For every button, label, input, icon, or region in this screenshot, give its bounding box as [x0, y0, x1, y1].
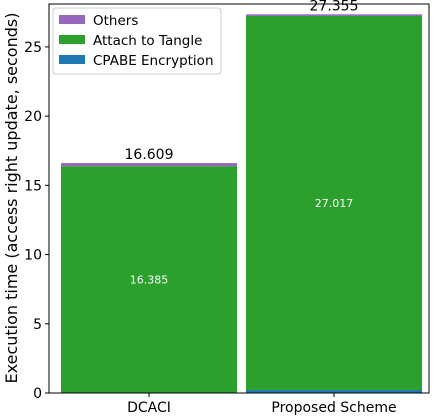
bar-attach-to-tangle-0	[61, 166, 237, 393]
bar-others-1	[246, 14, 422, 16]
legend: Others Attach to Tangle CPABE Encryption	[52, 7, 222, 75]
legend-label-1: Attach to Tangle	[93, 33, 202, 49]
total-label-1: 27.355	[310, 0, 359, 14]
inner-label-0: 16.385	[130, 274, 169, 287]
legend-swatch-2	[59, 55, 85, 64]
y-tick-label-4: 20	[24, 109, 42, 125]
y-tick-label-2: 10	[24, 248, 42, 264]
x-ticks: DCACI Proposed Scheme	[127, 393, 397, 416]
y-ticks: 0 5 10 15 20 25	[24, 40, 49, 402]
y-tick-label-5: 25	[24, 40, 42, 56]
bar-others-0	[61, 163, 237, 167]
bar-cpabe-encryption-1	[246, 389, 422, 393]
bars-layer	[61, 14, 422, 393]
total-label-0: 16.609	[125, 147, 174, 163]
y-axis-label: Execution time (access right update, sec…	[2, 13, 21, 384]
x-tick-label-0: DCACI	[127, 400, 171, 416]
x-tick-label-1: Proposed Scheme	[271, 400, 396, 416]
legend-frame	[52, 7, 222, 75]
legend-swatch-1	[59, 35, 85, 44]
legend-label-0: Others	[93, 13, 138, 29]
bar-attach-to-tangle-1	[246, 15, 422, 390]
legend-swatch-0	[59, 15, 85, 24]
inner-label-1: 27.017	[315, 197, 354, 210]
y-tick-label-3: 15	[24, 178, 42, 194]
y-tick-label-0: 0	[33, 386, 42, 402]
legend-label-2: CPABE Encryption	[93, 53, 214, 69]
axes-layer	[48, 3, 430, 394]
y-tick-label-1: 5	[33, 317, 42, 333]
plot-frame	[48, 3, 430, 394]
